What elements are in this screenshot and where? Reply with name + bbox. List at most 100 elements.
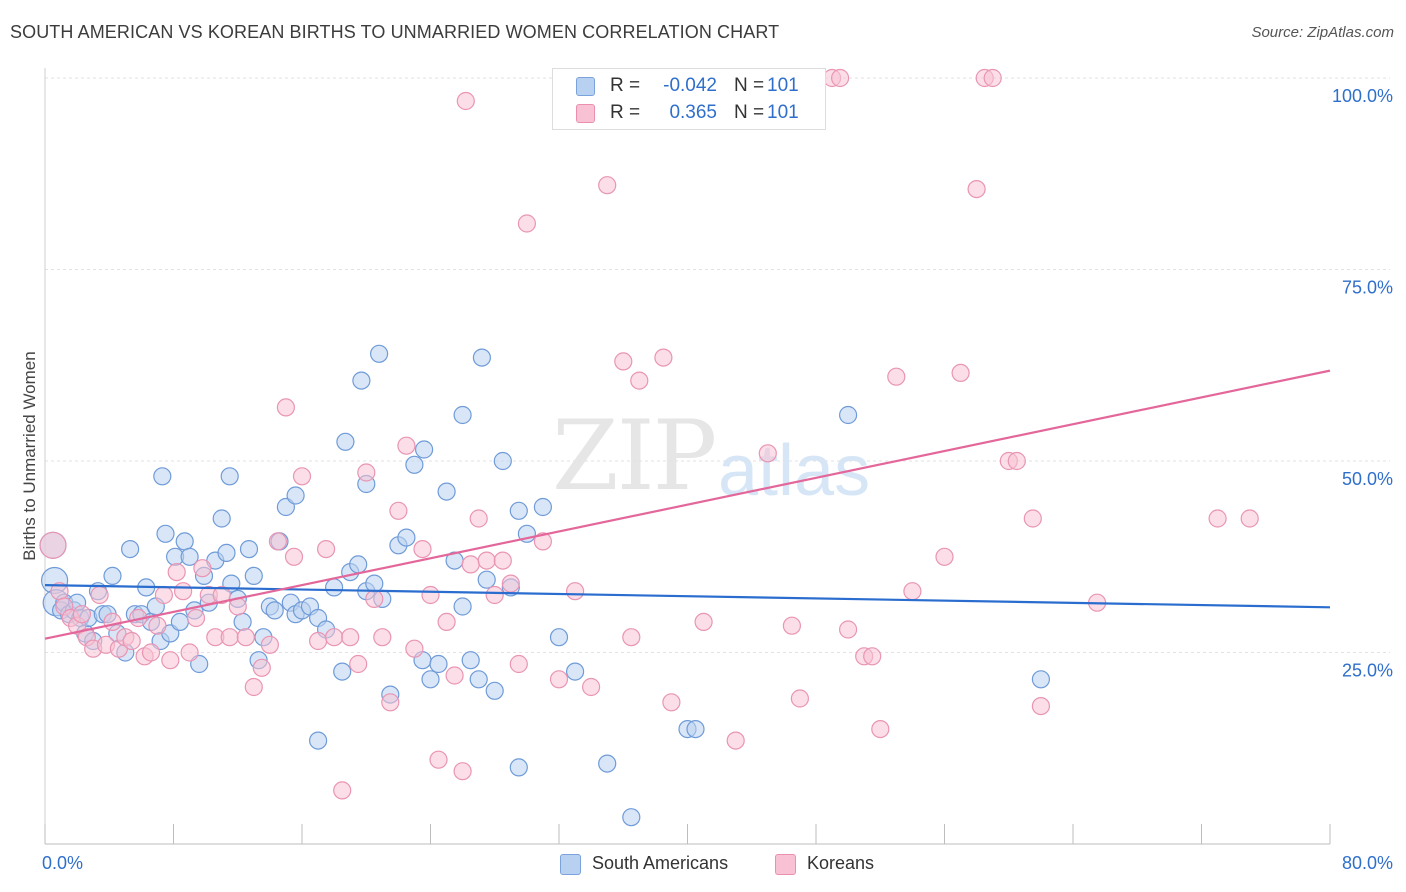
point-korean [694,612,713,632]
point-korean [397,436,416,455]
point-korean [437,612,456,632]
point-south-american [437,482,456,501]
point-korean [405,639,424,658]
chart-title: SOUTH AMERICAN VS KOREAN BIRTHS TO UNMAR… [10,22,780,42]
point-korean [244,677,263,697]
point-south-american [217,543,236,563]
point-korean [456,91,475,111]
point-korean [598,176,617,195]
grid-lines [45,77,1390,653]
point-south-american [170,612,189,632]
point-south-american [493,451,512,471]
point-south-american [472,348,491,367]
point-korean [122,631,141,651]
point-south-american [180,547,199,566]
trend-line-south-americans [44,583,1331,609]
point-korean [758,444,777,463]
point-korean [445,666,464,685]
point-korean [389,501,408,520]
point-south-american [349,555,368,574]
point-korean [863,647,882,666]
point-korean [614,352,633,371]
point-korean [341,628,360,647]
point-korean [284,547,304,566]
point-korean [381,693,400,712]
point-south-american [477,570,496,589]
point-korean [469,509,488,528]
point-korean [509,654,528,674]
point-south-american [370,344,389,363]
point-south-american [565,662,585,681]
x-tick-label: 0.0% [42,853,83,873]
point-korean [39,531,67,559]
y-tick-label: 50.0% [1342,469,1393,489]
point-south-american [397,528,416,547]
point-south-american [220,467,239,486]
point-korean [421,585,440,605]
point-south-american [415,440,434,459]
points-south-americans [39,344,1051,827]
point-korean [951,363,970,382]
point-korean [622,628,641,647]
legend-n-value: 101 [767,102,799,123]
point-korean [365,589,384,609]
series-name: South Americans [592,853,729,873]
point-south-american [239,539,259,559]
legend-row-south-americans: R = -0.042 N = 101 [553,73,825,99]
point-korean [236,628,255,647]
point-south-american [325,578,344,597]
point-korean [871,719,890,739]
point-korean [292,467,312,486]
series-legend-south-americans[interactable]: South Americans [560,852,760,876]
point-korean [533,532,553,551]
legend-r-label: R = [610,102,641,123]
point-south-american [286,486,305,505]
point-korean [413,539,432,559]
point-korean [276,398,295,417]
point-korean [983,68,1002,88]
point-south-american [429,654,448,674]
point-korean [790,689,810,708]
legend-n-label: N = [734,102,765,123]
point-korean [333,781,352,800]
point-south-american [365,574,384,593]
axes: 0.0% 80.0% [42,68,1393,873]
point-korean [477,551,496,570]
point-south-american [405,455,424,474]
point-south-american [469,670,488,689]
point-korean [485,585,504,605]
point-south-american [622,808,641,827]
point-south-american [121,539,140,559]
series-swatch-blue [560,854,581,875]
point-korean [1007,451,1026,471]
point-korean [193,559,212,578]
y-tick-labels: 25.0% 50.0% 75.0% 100.0% [1332,86,1393,681]
legend-swatch-pink [576,104,595,123]
legend-n-label: N = [734,75,765,96]
point-south-american [265,601,284,620]
series-swatch-pink [775,854,796,875]
legend-r-label: R = [610,75,641,96]
point-korean [325,628,344,647]
point-south-american [549,628,569,647]
point-south-american [244,566,263,586]
series-legend-koreans[interactable]: Koreans [775,852,915,876]
point-south-american [336,432,355,451]
point-korean [180,643,199,662]
point-south-american [309,731,328,750]
point-korean [830,68,850,88]
y-tick-label: 25.0% [1342,661,1393,681]
point-south-american [233,612,252,632]
point-korean [517,214,537,233]
point-korean [373,628,392,647]
point-korean [549,670,569,689]
point-south-american [103,566,122,586]
point-south-american [533,497,553,517]
point-south-american [175,532,194,551]
point-korean [1023,509,1042,528]
point-korean [220,628,239,647]
point-korean [103,612,122,632]
point-korean [174,582,193,601]
point-south-american [153,467,172,486]
